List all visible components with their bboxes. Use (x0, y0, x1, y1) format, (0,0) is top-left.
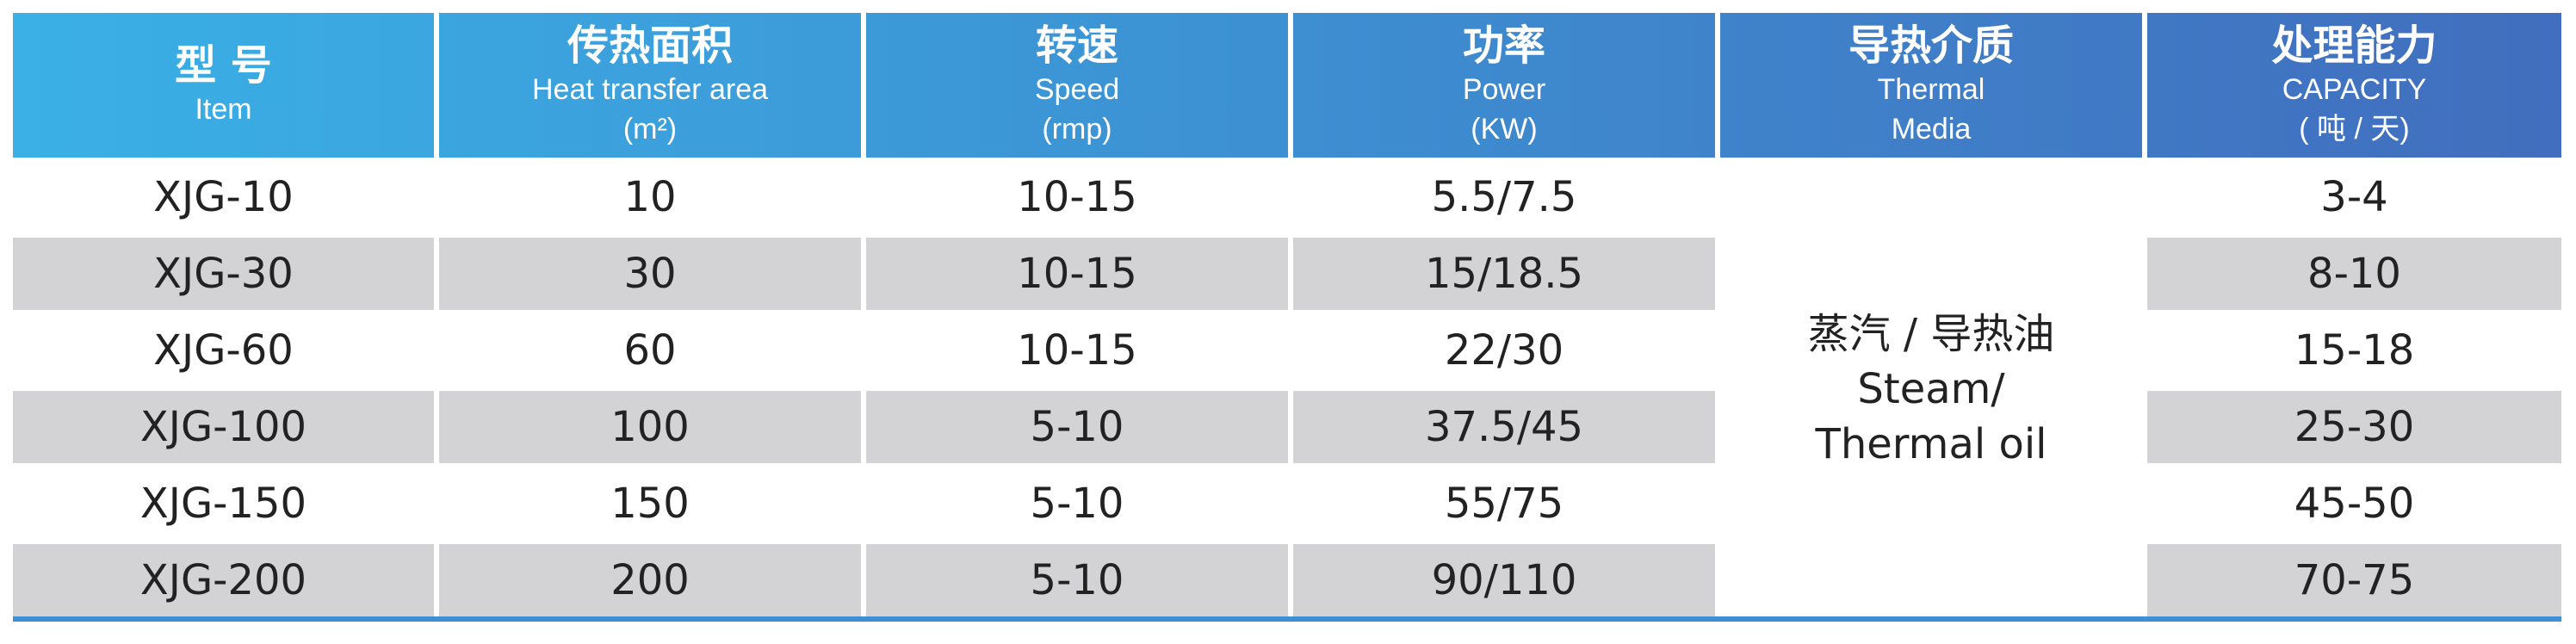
cell-text: 90/110 (1431, 556, 1577, 604)
body-cell: 37.5/45 (1293, 391, 1715, 463)
header-zh: 型 号 (175, 41, 272, 90)
body-cell: 8-10 (2147, 238, 2561, 310)
header-en: Power (1462, 73, 1546, 106)
body-cell: XJG-150 (13, 468, 434, 540)
body-cell: 25-30 (2147, 391, 2561, 463)
media-text: Steam/ (1857, 364, 2005, 413)
header-en: ( 吨 / 天) (2299, 113, 2410, 146)
cell-text: XJG-60 (153, 326, 294, 375)
cell-text: 8-10 (2307, 250, 2401, 298)
header-cell: 传热面积 Heat transfer area (m²) (439, 13, 861, 158)
header-cell: 处理能力 CAPACITY ( 吨 / 天) (2147, 13, 2561, 158)
cell-text: 3-4 (2320, 173, 2388, 221)
header-en: Thermal (1877, 73, 1985, 106)
cell-text: XJG-150 (139, 480, 307, 528)
media-text: 蒸汽 / 导热油 (1807, 309, 2055, 358)
cell-text: 15-18 (2294, 326, 2415, 375)
cell-text: 10 (623, 173, 677, 221)
media-cell: 蒸汽 / 导热油 Steam/Thermal oil (1720, 161, 2142, 616)
header-zh: 转速 (1035, 22, 1118, 70)
header-en: (KW) (1471, 113, 1538, 146)
cell-text: 10-15 (1017, 173, 1137, 221)
body-cell: 15/18.5 (1293, 238, 1715, 310)
body-cell: 150 (439, 468, 861, 540)
body-cell: 55/75 (1293, 468, 1715, 540)
body-cell: 200 (439, 544, 861, 616)
header-en: (m²) (622, 113, 678, 146)
body-cell: 5-10 (866, 391, 1288, 463)
body-cell: 90/110 (1293, 544, 1715, 616)
body-cell: 45-50 (2147, 468, 2561, 540)
body-cell: 22/30 (1293, 314, 1715, 387)
header-en: Speed (1034, 73, 1120, 106)
cell-text: 5.5/7.5 (1431, 173, 1577, 221)
header-en: CAPACITY (2282, 73, 2427, 106)
cell-text: 70-75 (2294, 556, 2415, 604)
header-cell: 转速 Speed (rmp) (866, 13, 1288, 158)
cell-text: 5-10 (1030, 403, 1124, 451)
cell-text: 55/75 (1444, 480, 1564, 528)
body-cell: 10 (439, 161, 861, 233)
body-cell: 60 (439, 314, 861, 387)
cell-text: 45-50 (2294, 480, 2415, 528)
header-en: (rmp) (1042, 113, 1112, 146)
cell-text: 10-15 (1017, 326, 1137, 375)
header-zh: 传热面积 (567, 22, 733, 70)
cell-text: 25-30 (2294, 403, 2415, 451)
cell-text: XJG-10 (153, 173, 294, 221)
header-zh: 导热介质 (1848, 22, 2014, 70)
header-cell: 导热介质 Thermal Media (1720, 13, 2142, 158)
cell-text: 37.5/45 (1424, 403, 1584, 451)
body-cell: XJG-100 (13, 391, 434, 463)
body-cell: 15-18 (2147, 314, 2561, 387)
cell-text: 100 (610, 403, 690, 451)
cell-text: XJG-200 (139, 556, 307, 604)
cell-text: XJG-100 (139, 403, 307, 451)
cell-text: 30 (623, 250, 677, 298)
body-cell: XJG-200 (13, 544, 434, 616)
body-cell: 5-10 (866, 468, 1288, 540)
cell-text: 150 (610, 480, 690, 528)
cell-text: 10-15 (1017, 250, 1137, 298)
bottom-rule (13, 616, 2561, 622)
body-cell: 100 (439, 391, 861, 463)
body-cell: XJG-60 (13, 314, 434, 387)
header-en: Heat transfer area (531, 73, 769, 106)
body-cell: 5.5/7.5 (1293, 161, 1715, 233)
header-zh: 处理能力 (2271, 22, 2437, 70)
cell-text: 15/18.5 (1424, 250, 1584, 298)
header-cell: 功率 Power (KW) (1293, 13, 1715, 158)
cell-text: 22/30 (1444, 326, 1564, 375)
body-cell: 30 (439, 238, 861, 310)
cell-text: 5-10 (1030, 556, 1124, 604)
cell-text: 60 (623, 326, 677, 375)
body-cell: 10-15 (866, 314, 1288, 387)
header-zh: 功率 (1462, 22, 1545, 70)
body-cell: XJG-30 (13, 238, 434, 310)
body-cell: 3-4 (2147, 161, 2561, 233)
header-en: Item (195, 93, 252, 126)
media-text: Thermal oil (1815, 419, 2047, 468)
body-cell: 10-15 (866, 161, 1288, 233)
header-cell: 型 号 Item (13, 13, 434, 158)
cell-text: 5-10 (1030, 480, 1124, 528)
body-cell: 5-10 (866, 544, 1288, 616)
header-en: Media (1891, 113, 1972, 146)
cell-text: 200 (610, 556, 690, 604)
body-cell: 10-15 (866, 238, 1288, 310)
body-cell: XJG-10 (13, 161, 434, 233)
cell-text: XJG-30 (153, 250, 294, 298)
body-cell: 70-75 (2147, 544, 2561, 616)
